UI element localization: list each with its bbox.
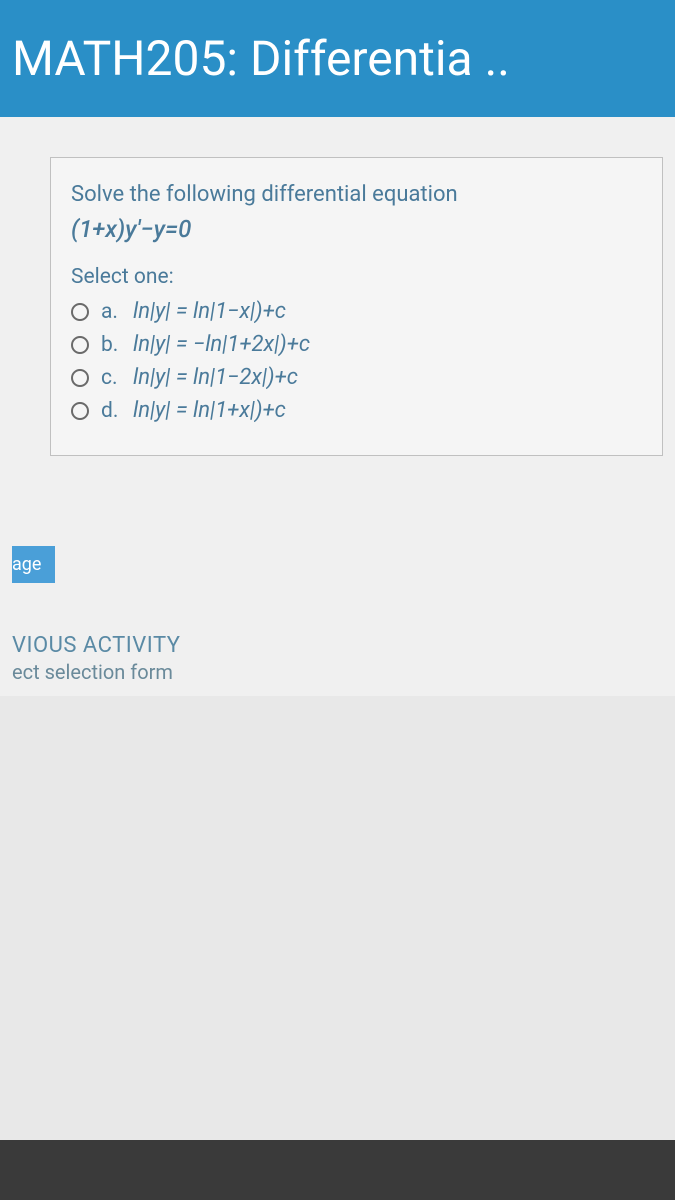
previous-activity-link[interactable]: VIOUS ACTIVITY [12, 633, 663, 658]
question-box: Solve the following differential equatio… [50, 157, 663, 456]
question-equation: (1+x)y′−y=0 [71, 215, 642, 243]
page-badge[interactable]: age [12, 546, 55, 583]
radio-b[interactable] [71, 336, 89, 354]
option-d-row[interactable]: d. ln|y| = ln|1+x|)+c [71, 398, 642, 423]
page-badge-label: age [12, 554, 41, 575]
option-a-letter: a. [101, 300, 121, 324]
radio-a[interactable] [71, 303, 89, 321]
option-c-letter: c. [101, 366, 121, 390]
option-d-letter: d. [101, 399, 121, 423]
content-area: Solve the following differential equatio… [0, 117, 675, 696]
course-title: MATH205: Differentia .. [12, 30, 510, 87]
option-a-text: ln|y| = ln|1−x|)+c [133, 299, 286, 324]
option-b-text: ln|y| = −ln|1+2x|)+c [133, 332, 310, 357]
option-c-text: ln|y| = ln|1−2x|)+c [133, 365, 298, 390]
option-b-row[interactable]: b. ln|y| = −ln|1+2x|)+c [71, 332, 642, 357]
previous-activity-label: VIOUS ACTIVITY [12, 633, 180, 658]
question-prompt: Solve the following differential equatio… [71, 182, 642, 207]
radio-c[interactable] [71, 369, 89, 387]
bottom-strip [0, 1140, 675, 1200]
course-header: MATH205: Differentia .. [0, 0, 675, 117]
option-d-text: ln|y| = ln|1+x|)+c [133, 398, 286, 423]
previous-activity-sub: ect selection form [12, 660, 663, 684]
select-one-label: Select one: [71, 265, 642, 289]
option-a-row[interactable]: a. ln|y| = ln|1−x|)+c [71, 299, 642, 324]
radio-d[interactable] [71, 402, 89, 420]
option-b-letter: b. [101, 333, 121, 357]
option-c-row[interactable]: c. ln|y| = ln|1−2x|)+c [71, 365, 642, 390]
